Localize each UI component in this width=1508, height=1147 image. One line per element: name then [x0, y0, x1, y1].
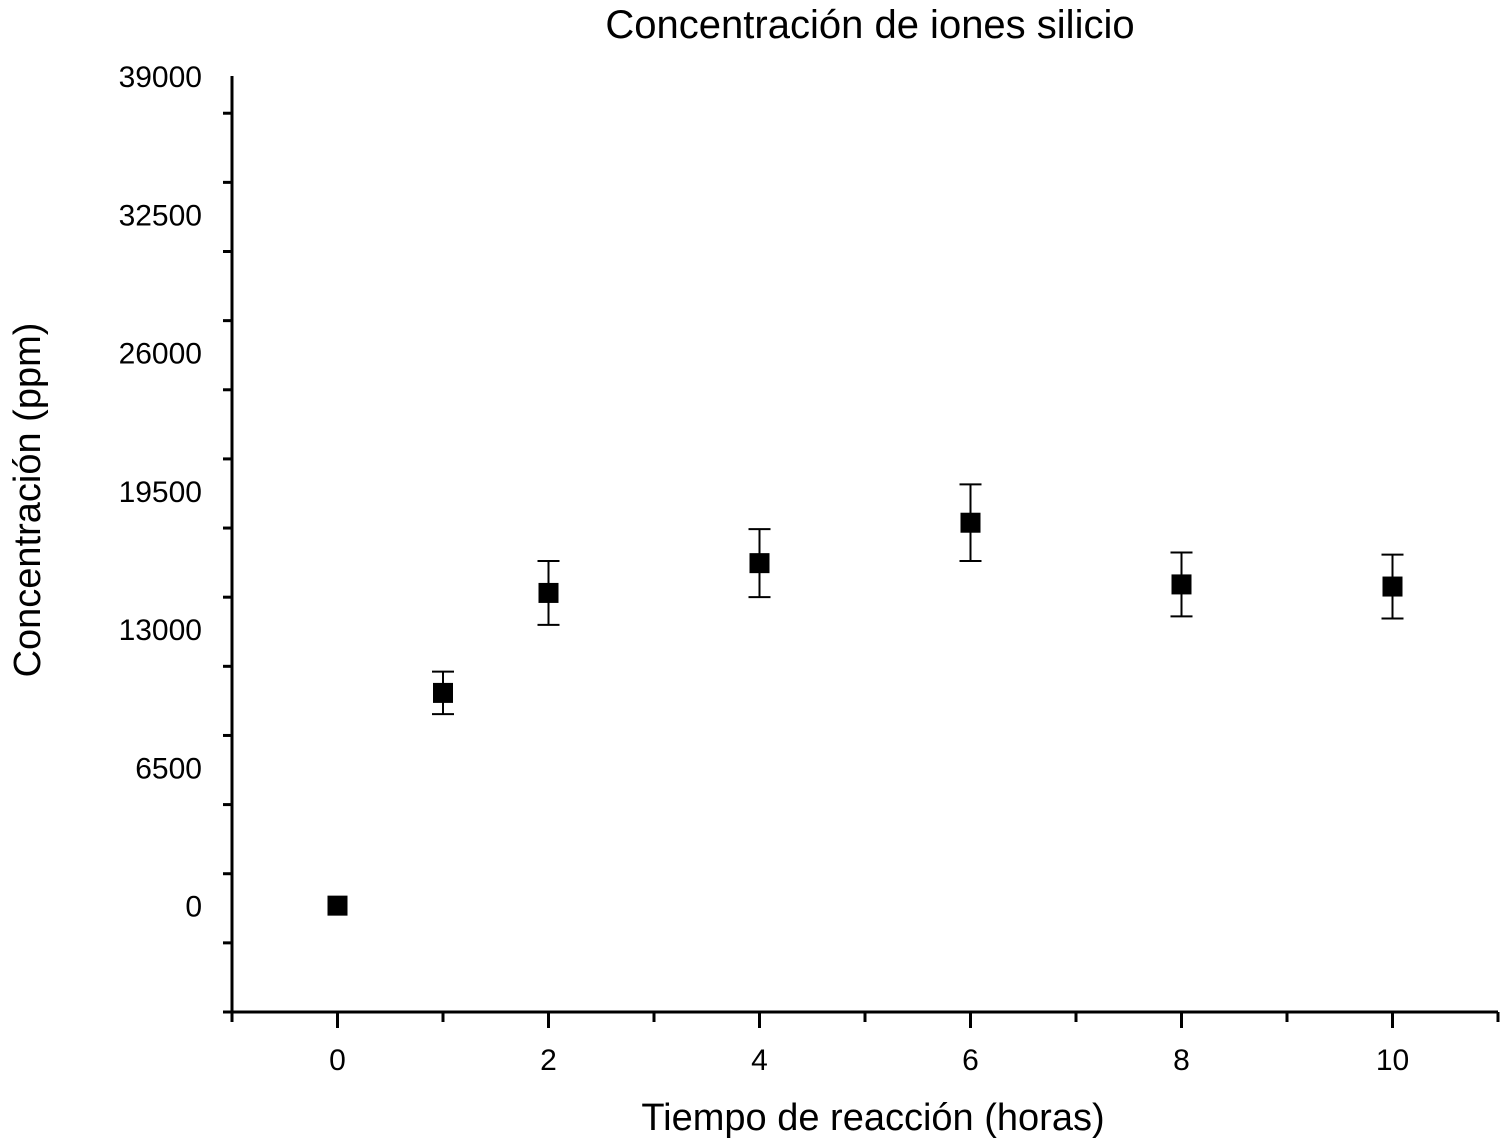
x-tick-label: 6 — [962, 1044, 979, 1077]
y-tick-label: 19500 — [119, 476, 202, 509]
data-point — [1382, 576, 1403, 597]
plot-area: 0 6500 13000 19500 26000 32500 39000 0 2 4 6 8 10 — [119, 61, 1500, 1077]
data-point — [1171, 574, 1192, 595]
x-tick-label: 0 — [329, 1044, 346, 1077]
y-tick-label: 39000 — [119, 61, 202, 94]
x-tick-label: 8 — [1173, 1044, 1190, 1077]
y-tick-label: 6500 — [135, 752, 202, 785]
data-point — [327, 895, 348, 916]
x-tick-label: 10 — [1376, 1044, 1409, 1077]
data-point — [749, 553, 770, 574]
y-tick-label: 13000 — [119, 614, 202, 647]
x-tick-label: 4 — [751, 1044, 768, 1077]
x-axis-title: Tiempo de reacción (horas) — [641, 1097, 1104, 1139]
data-point — [538, 582, 559, 603]
y-tick-label: 26000 — [119, 338, 202, 371]
chart-title: Concentración de iones silicio — [605, 3, 1134, 47]
data-point — [433, 682, 453, 703]
y-tick-label: 32500 — [119, 199, 202, 232]
y-tick-label: 0 — [185, 891, 202, 924]
data-point — [960, 512, 981, 533]
y-axis-title: Concentración (ppm) — [7, 323, 49, 678]
x-tick-label: 2 — [540, 1044, 557, 1077]
